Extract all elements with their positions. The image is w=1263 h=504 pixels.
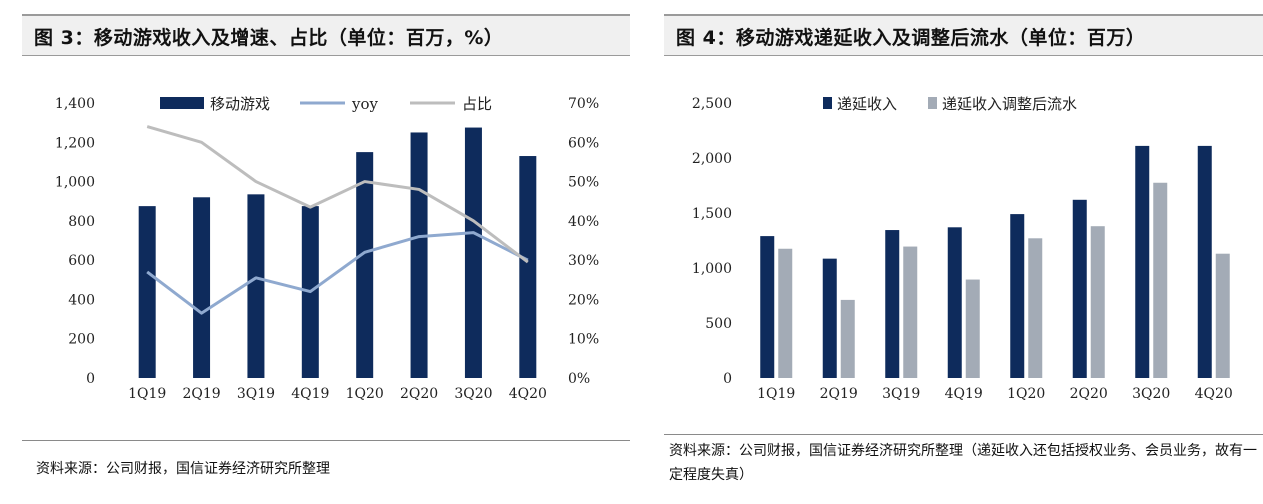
y-tick-label-right: 0% (568, 371, 590, 387)
bar (356, 152, 374, 378)
bar (822, 258, 837, 378)
y-tick-label: 0 (723, 371, 732, 387)
x-tick-label: 1Q19 (128, 386, 166, 402)
legend-swatch (928, 97, 937, 109)
bar (138, 206, 156, 378)
chart-title: 图 4：移动游戏递延收入及调整后流水（单位：百万） (676, 27, 1146, 49)
source-divider (664, 434, 1263, 435)
bar (1135, 145, 1150, 378)
source-note: 资料来源：公司财报，国信证券经济研究所整理 (36, 461, 330, 477)
x-tick-label: 4Q20 (1195, 386, 1233, 402)
y-tick-label-left: 1,000 (55, 175, 95, 191)
bar (947, 227, 962, 378)
y-tick-label-right: 30% (568, 253, 599, 269)
x-tick-label: 3Q20 (1132, 386, 1170, 402)
x-tick-label: 1Q20 (346, 386, 384, 402)
y-tick-label-left: 1,400 (55, 96, 95, 112)
legend-label: 占比 (462, 95, 492, 113)
y-tick-label-right: 60% (568, 135, 599, 151)
x-tick-label: 2Q20 (1070, 386, 1108, 402)
bar (1090, 226, 1105, 378)
legend-label: 递延收入 (837, 95, 897, 113)
bar (760, 236, 775, 378)
chart-title: 图 3：移动游戏收入及增速、占比（单位：百万，%） (34, 27, 504, 49)
chart-title-bar: 图 3：移动游戏收入及增速、占比（单位：百万，%） (22, 14, 630, 56)
source-divider (22, 440, 630, 441)
legend-swatch (160, 97, 204, 109)
y-tick-label: 1,000 (692, 261, 732, 277)
grouped-bar-chart: 0 500 1,000 1,500 2,000 2,500 1Q19 2Q19 3Q19 4Q19… (692, 95, 1233, 402)
y-tick-label-left: 1,200 (55, 135, 95, 151)
y-tick-label: 1,500 (692, 206, 732, 222)
y-tick-label-right: 50% (568, 175, 599, 191)
y-tick-label: 2,000 (692, 151, 732, 167)
legend-label: 递延收入调整后流水 (942, 95, 1077, 113)
line-series-yoy (146, 231, 529, 315)
x-tick-label: 1Q19 (757, 386, 795, 402)
bar (410, 132, 428, 378)
y-tick-label-right: 20% (568, 292, 599, 308)
y-tick-label-left: 400 (68, 292, 95, 308)
x-tick-label: 4Q19 (291, 386, 329, 402)
bar (778, 248, 793, 378)
y-tick-label: 2,500 (692, 96, 732, 112)
x-tick-label: 4Q19 (945, 386, 983, 402)
bar (1197, 145, 1212, 378)
x-tick-label: 3Q19 (882, 386, 920, 402)
bar (1028, 238, 1043, 378)
bar (840, 299, 855, 378)
bar (464, 127, 482, 378)
legend-swatch (823, 97, 832, 109)
bar (903, 246, 918, 378)
y-tick-label-left: 800 (68, 214, 95, 230)
x-tick-label: 4Q20 (509, 386, 547, 402)
x-tick-label: 2Q19 (820, 386, 858, 402)
y-tick-label-right: 70% (568, 96, 599, 112)
x-tick-label: 1Q20 (1007, 386, 1045, 402)
source-note: 资料来源：公司财报，国信证券经济研究所整理（递延收入还包括授权业务、会员业务，故… (669, 443, 1257, 483)
combo-chart: 0 200 400 600 800 1,000 1,200 1,400 0% 10% 20% 30% 4… (55, 95, 599, 402)
bar (1010, 214, 1025, 378)
bar (247, 194, 265, 378)
y-tick-label-left: 0 (86, 371, 95, 387)
line-series-占比 (146, 125, 529, 264)
x-tick-label: 2Q19 (182, 386, 220, 402)
legend-label: 移动游戏 (210, 95, 270, 113)
legend-label: yoy (351, 95, 379, 113)
x-tick-label: 3Q20 (454, 386, 492, 402)
chart-panel-right: 图 4：移动游戏递延收入及调整后流水（单位：百万） 0 500 1,000 1,500… (642, 0, 1263, 504)
x-tick-label: 3Q19 (237, 386, 275, 402)
bar (519, 156, 537, 378)
y-tick-label-left: 200 (68, 332, 95, 348)
y-tick-label-right: 40% (568, 214, 599, 230)
bar (193, 197, 211, 378)
y-tick-label: 500 (705, 316, 732, 332)
bar (1153, 182, 1168, 378)
chart-title-bar: 图 4：移动游戏递延收入及调整后流水（单位：百万） (664, 14, 1263, 56)
chart-panel-left: 图 3：移动游戏收入及增速、占比（单位：百万，%） 0 200 400 600 800 1… (0, 0, 630, 504)
bar (965, 279, 980, 378)
y-tick-label-left: 600 (68, 253, 95, 269)
bar (1215, 253, 1230, 378)
bar (885, 230, 900, 378)
y-tick-label-right: 10% (568, 332, 599, 348)
x-tick-label: 2Q20 (400, 386, 438, 402)
bar (1072, 199, 1087, 378)
